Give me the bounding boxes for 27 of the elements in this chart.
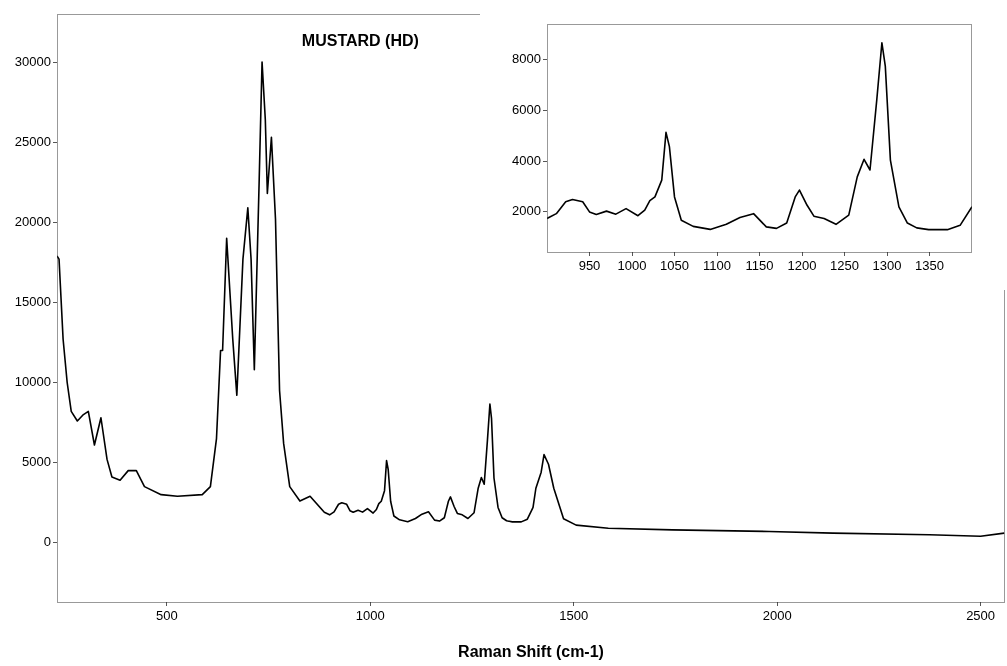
- x-tick-label: 1250: [830, 258, 859, 274]
- y-tick-label: 6000: [512, 101, 541, 117]
- x-tick-label: 1000: [355, 608, 385, 624]
- y-tick-label: 8000: [512, 51, 541, 67]
- y-tick-label: 25000: [14, 133, 51, 149]
- y-tick-label: 30000: [14, 53, 51, 69]
- x-tick-label: 950: [578, 258, 601, 274]
- x-tick-label: 2500: [966, 608, 996, 624]
- y-tick-label: 10000: [14, 374, 51, 390]
- y-tick-label: 0: [43, 534, 51, 550]
- x-tick-label: 1300: [872, 258, 902, 274]
- x-tick-label: 500: [156, 608, 178, 624]
- x-axis-title: Raman Shift (cm-1): [458, 642, 604, 660]
- x-tick-label: 2000: [762, 608, 792, 624]
- x-tick-label: 1000: [617, 258, 647, 274]
- x-tick-label: 1150: [745, 258, 774, 274]
- y-tick-label: 20000: [14, 213, 51, 229]
- y-tick-label: 5000: [22, 454, 51, 470]
- x-tick-label: 1200: [787, 258, 817, 274]
- x-tick-label: 1350: [915, 258, 944, 274]
- x-tick-label: 1500: [559, 608, 589, 624]
- y-tick-label: 15000: [14, 293, 51, 309]
- text: MUSTARD (HD): [301, 32, 419, 50]
- x-tick-label: 1050: [660, 258, 689, 274]
- y-tick-label: 4000: [512, 152, 541, 168]
- y-tick-label: 2000: [512, 203, 541, 219]
- x-tick-label: 1100: [703, 258, 731, 274]
